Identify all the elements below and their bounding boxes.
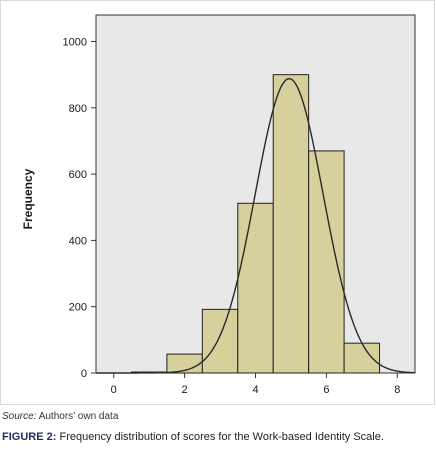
x-tick-label: 0 [111,384,117,396]
axes-layer: 0 200 400 600 800 1000 0 2 4 6 8 [63,37,401,396]
histogram-bar-5 [272,74,310,374]
caption-label: FIGURE 2: [2,431,57,443]
y-tick-label: 1000 [63,37,87,49]
y-tick-label: 0 [81,368,87,380]
source-note: Source: Authors’ own data [2,411,118,422]
y-tick-label: 600 [69,169,87,181]
y-tick-label: 800 [69,103,87,115]
y-tick-label: 400 [69,235,87,247]
normal-curve [96,77,416,374]
x-tick-label: 4 [252,384,258,396]
y-axis-title: Frequency [21,168,35,229]
bars-layer [130,74,381,374]
histogram-chart: 0 200 400 600 800 1000 0 2 4 6 8 Frequency [21,14,416,396]
figure-panel: 0 200 400 600 800 1000 0 2 4 6 8 Frequency [0,0,435,405]
histogram-bar-3 [201,308,239,374]
y-tick-label: 200 [69,302,87,314]
caption-text: Frequency distribution of scores for the… [59,431,384,443]
figure-caption: FIGURE 2: Frequency distribution of scor… [2,431,384,443]
x-tick-label: 2 [182,384,188,396]
source-text: Authors’ own data [38,411,119,422]
histogram-bar-7 [343,342,381,374]
x-tick-label: 8 [394,384,400,396]
histogram-bar-6 [308,150,345,374]
x-tick-label: 6 [323,384,329,396]
source-label: Source: [2,411,37,422]
histogram-bar-4 [237,202,274,374]
